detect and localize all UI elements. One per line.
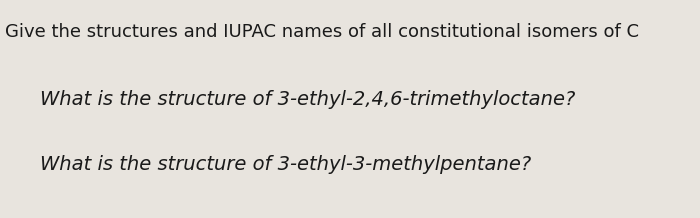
Text: What is the structure of 3-ethyl-3-methylpentane?: What is the structure of 3-ethyl-3-methy… [40, 155, 531, 174]
Text: Give the structures and IUPAC names of all constitutional isomers of C: Give the structures and IUPAC names of a… [5, 23, 639, 41]
Text: What is the structure of 3-ethyl-2,4,6-trimethyloctane?: What is the structure of 3-ethyl-2,4,6-t… [40, 90, 575, 109]
